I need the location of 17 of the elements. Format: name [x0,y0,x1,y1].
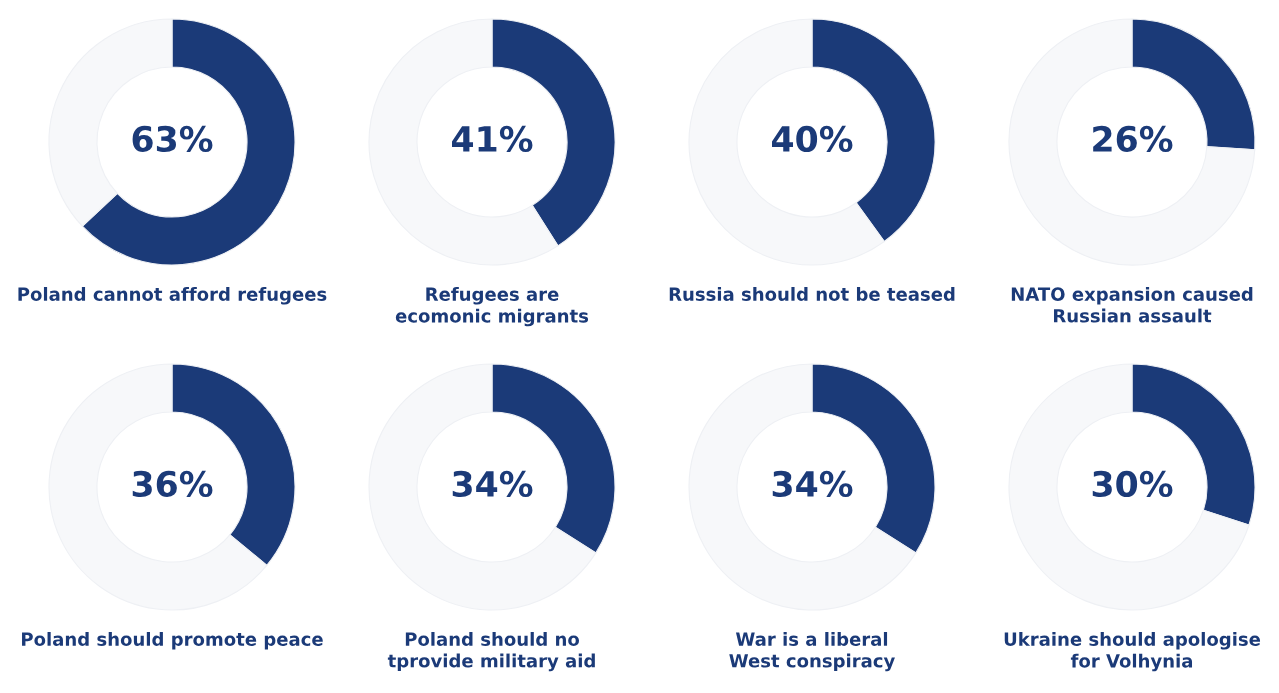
data-label: 40% [772,125,853,153]
data-label: 36% [132,470,213,498]
data-label: 34% [772,470,853,498]
data-label: 26% [1093,125,1173,153]
data-label: 63% [132,125,213,153]
data-label: 30% [1092,470,1173,498]
text: Poland cannot afford refugees [18,287,327,305]
text: NATO expansion caused Russian assault [1011,287,1253,323]
text: Refugees are ecomonic migrants [395,287,589,327]
text: Ukraine should apologise for Volhynia [1004,632,1261,672]
text: Poland should no tprovide military aid [387,632,595,672]
data-label: 41% [452,125,533,153]
donut-slice [1008,18,1256,266]
data-label: 34% [452,470,533,498]
text: Poland should promote peace [22,632,323,650]
text: Russia should not be teased [669,287,955,301]
text: War is a liberal West conspiracy [729,632,895,672]
